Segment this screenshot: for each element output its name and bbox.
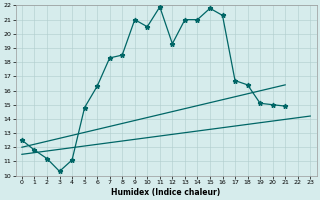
X-axis label: Humidex (Indice chaleur): Humidex (Indice chaleur): [111, 188, 221, 197]
